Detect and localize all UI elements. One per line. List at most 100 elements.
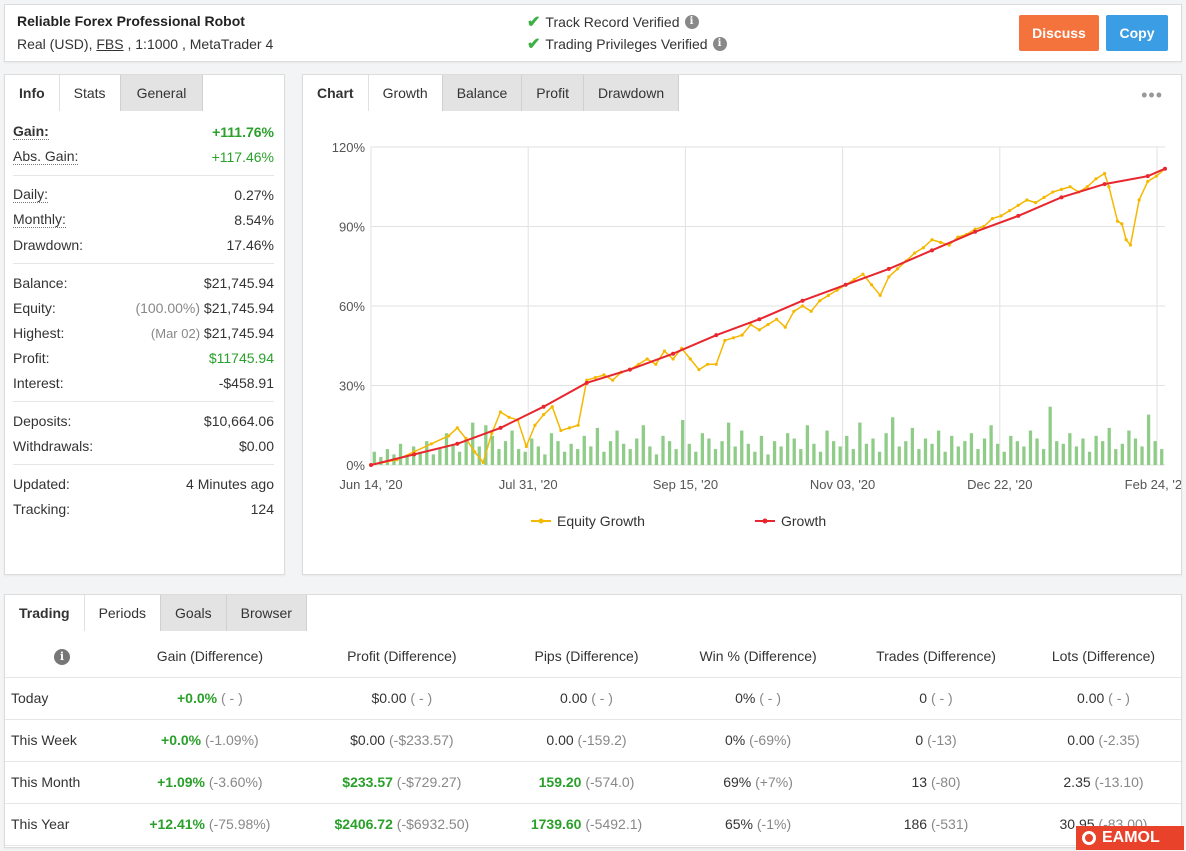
stat-label: Balance:: [13, 274, 68, 291]
tab-growth[interactable]: Growth: [367, 75, 443, 111]
tab-drawdown[interactable]: Drawdown: [583, 75, 680, 111]
growth-point: [498, 425, 503, 430]
stat-value: $21,745.94: [203, 274, 274, 291]
divider: [13, 401, 274, 402]
histogram-bar: [648, 446, 652, 465]
table-cell: 0 ( - ): [846, 677, 1026, 720]
equity-growth-point: [705, 362, 710, 366]
tab-general[interactable]: General: [120, 75, 204, 111]
tab-periods[interactable]: Periods: [83, 595, 162, 631]
histogram-bar: [694, 451, 698, 465]
histogram-bar: [1153, 441, 1157, 465]
equity-growth-point: [559, 428, 563, 433]
stat-label: Interest:: [13, 374, 64, 391]
tab-stats[interactable]: Stats: [58, 75, 121, 111]
legend-marker: [538, 518, 544, 524]
info-icon[interactable]: i: [684, 15, 699, 29]
equity-growth-point: [542, 413, 546, 417]
tab-goals[interactable]: Goals: [161, 595, 227, 631]
stat-label[interactable]: Gain:: [13, 123, 49, 140]
stat-updated: Updated: 4 Minutes ago: [13, 471, 274, 496]
column-header: Win % (Difference): [670, 635, 847, 678]
histogram-bar: [799, 449, 803, 465]
growth-point: [1059, 195, 1064, 200]
divider: [13, 263, 274, 264]
table-cell: +0.0% ( - ): [119, 677, 301, 720]
stat-label[interactable]: Daily:: [13, 186, 49, 203]
stat-tracking: Tracking: 124: [13, 496, 274, 521]
discuss-button[interactable]: Discuss: [1019, 15, 1099, 51]
histogram-bar: [1087, 451, 1092, 465]
trading-panel: Trading Periods Goals Browser i Gain (Di…: [4, 594, 1182, 848]
stat-interest: Interest: -$458.91: [13, 370, 274, 395]
histogram-bar: [1114, 449, 1118, 465]
tab-info[interactable]: Info: [5, 75, 59, 111]
tab-balance[interactable]: Balance: [442, 75, 523, 111]
histogram-bar: [1146, 414, 1151, 465]
histogram-bar: [779, 446, 783, 465]
table-cell: 0% ( - ): [670, 677, 847, 720]
histogram-bar: [740, 430, 744, 465]
tab-trading[interactable]: Trading: [5, 595, 84, 631]
table-row: This Month +1.09% (-3.60%) $233.57 (-$729.…: [5, 761, 1181, 804]
equity-growth-point: [671, 357, 675, 361]
y-tick-label: 120%: [332, 140, 366, 155]
cell-difference: (-1.09%): [205, 732, 259, 748]
tab-profit[interactable]: Profit: [522, 75, 584, 111]
histogram-bar: [1081, 438, 1085, 465]
histogram-bar: [1009, 435, 1013, 465]
histogram-bar: [1015, 441, 1019, 465]
stat-label[interactable]: Abs. Gain:: [13, 148, 79, 165]
tab-browser[interactable]: Browser: [226, 595, 307, 631]
table-cell: Today: [5, 677, 119, 720]
histogram-bar: [477, 446, 481, 465]
equity-growth-point: [990, 216, 994, 221]
column-header: Pips (Difference): [502, 635, 671, 678]
equity-growth-point: [861, 272, 865, 276]
stat-value: 17.46%: [226, 236, 274, 253]
equity-growth-point: [913, 251, 917, 255]
stat-value: (Mar 02) $21,745.94: [151, 325, 274, 341]
equity-growth-point: [1128, 243, 1133, 247]
info-icon[interactable]: i: [54, 648, 70, 665]
equity-growth-point: [939, 240, 943, 244]
equity-growth-point: [550, 405, 554, 409]
histogram-bar: [372, 451, 376, 465]
stat-label[interactable]: Monthly:: [13, 211, 66, 228]
track-record-label: Track Record Verified: [545, 14, 680, 30]
equity-growth-point: [1124, 238, 1128, 242]
stat-daily: Daily: 0.27%: [13, 182, 274, 207]
growth-point: [584, 380, 589, 385]
growth-point: [757, 317, 762, 322]
info-icon[interactable]: i: [712, 37, 727, 51]
histogram-bar: [897, 446, 901, 465]
broker-link[interactable]: FBS: [96, 36, 124, 52]
column-header: Profit (Difference): [300, 635, 503, 678]
table-cell: 0% (-69%): [670, 719, 847, 762]
equity-growth-point: [1051, 190, 1055, 194]
histogram-bar: [753, 451, 757, 465]
more-menu-icon[interactable]: •••: [1141, 85, 1163, 105]
copy-button[interactable]: Copy: [1106, 15, 1168, 51]
histogram-bar: [576, 449, 580, 465]
histogram-bar: [884, 433, 888, 465]
equity-growth-line: [370, 168, 1166, 466]
cell-value: +1.09%: [157, 774, 205, 790]
chart-panel: Chart Growth Balance Profit Drawdown •••…: [302, 74, 1182, 575]
stat-monthly: Monthly: 8.54%: [13, 207, 274, 232]
cell-difference: (-75.98%): [208, 816, 271, 832]
histogram-bar: [871, 438, 875, 465]
equity-growth-point: [498, 410, 503, 414]
equity-growth-point: [1094, 177, 1098, 181]
stat-abs-gain: Abs. Gain: +117.46%: [13, 144, 274, 169]
table-cell: 1739.60 (-5492.1): [502, 803, 671, 846]
table-cell: 69% (+7%): [670, 761, 847, 804]
equity-growth-point: [999, 214, 1003, 218]
equity-growth-point: [723, 338, 727, 343]
growth-point: [412, 452, 417, 457]
highest-date: (Mar 02): [150, 325, 201, 341]
tab-chart[interactable]: Chart: [303, 75, 368, 111]
cell-value: 186: [903, 816, 928, 832]
equity-growth-point: [895, 267, 900, 271]
table-cell: 0.00 (-2.35): [1025, 719, 1181, 762]
